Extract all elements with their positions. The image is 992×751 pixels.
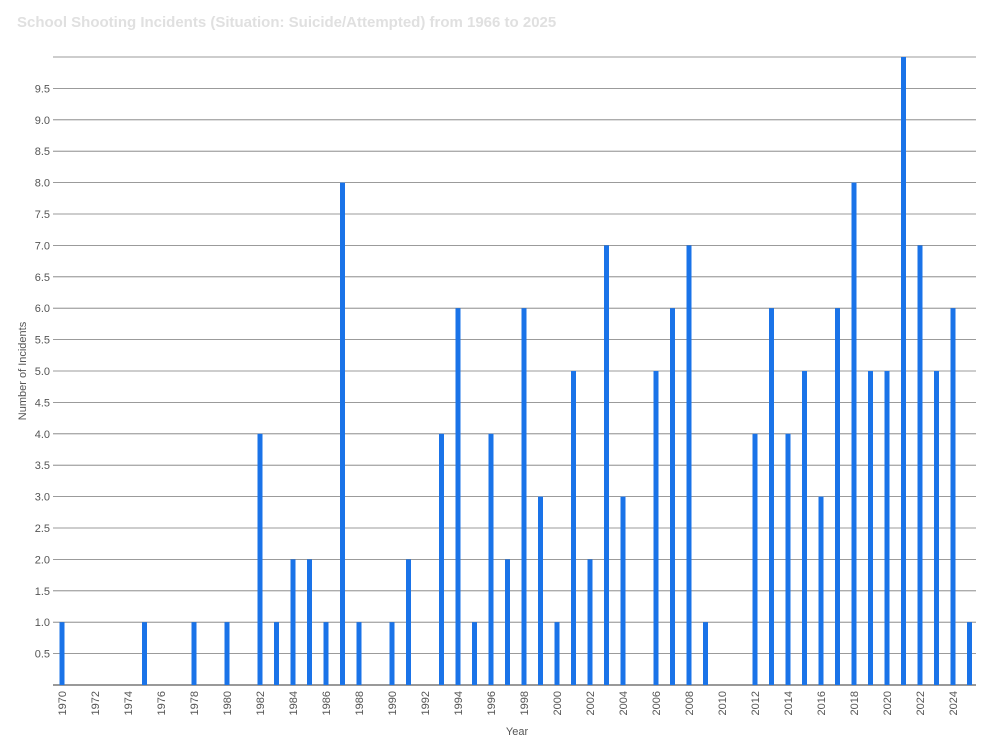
bar-1999 xyxy=(538,496,543,685)
bar-2014 xyxy=(785,433,791,685)
x-axis-ticks: 1970 1972 1974 1976 1978 1980 1982 1984 1986 1988… xyxy=(57,691,960,715)
bar-2020 xyxy=(884,371,890,685)
x-tick-label: 1990 xyxy=(387,691,399,715)
x-tick-label: 2008 xyxy=(684,691,696,715)
y-tick-label: 4.5 xyxy=(35,397,50,409)
bar-1983 xyxy=(274,622,279,685)
y-axis-title: Number of Incidents xyxy=(17,321,29,420)
bar-2001 xyxy=(571,371,576,685)
x-tick-label: 1970 xyxy=(57,691,69,715)
bar-2024 xyxy=(950,308,956,685)
y-axis-ticks: 0.5 1.0 1.5 2.0 2.5 3.0 3.5 4.0 4.5 5.0 5.5 6.0 6.5 7… xyxy=(35,83,50,660)
x-tick-label: 1980 xyxy=(222,691,234,715)
bar-2000 xyxy=(554,622,560,685)
bar-2012 xyxy=(752,433,758,685)
y-tick-label: 6.0 xyxy=(35,303,50,315)
bar-1995 xyxy=(472,622,477,685)
x-tick-label: 1976 xyxy=(156,691,168,715)
bar-1998 xyxy=(521,308,527,685)
y-tick-label: 6.5 xyxy=(35,272,50,284)
bar-1985 xyxy=(307,559,312,685)
bar-2008 xyxy=(686,245,692,685)
bar-2009 xyxy=(703,622,708,685)
bar-2025 xyxy=(967,622,972,685)
bar-2006 xyxy=(653,371,659,685)
bar-2003 xyxy=(604,245,609,685)
x-tick-label: 1982 xyxy=(255,691,267,715)
y-tick-label: 3.5 xyxy=(35,460,50,472)
bar-1993 xyxy=(439,433,444,685)
bar-1991 xyxy=(406,559,411,685)
bar-2021 xyxy=(901,57,906,685)
x-tick-label: 1988 xyxy=(354,691,366,715)
bar-2013 xyxy=(769,308,774,685)
bar-1980 xyxy=(224,622,230,685)
bar-1982 xyxy=(257,433,263,685)
x-tick-label: 2010 xyxy=(717,691,729,715)
bar-2004 xyxy=(620,496,626,685)
bar-1987 xyxy=(340,182,345,685)
x-tick-label: 2020 xyxy=(882,691,894,715)
x-tick-label: 1974 xyxy=(123,691,135,715)
x-tick-label: 2006 xyxy=(651,691,663,715)
bar-2015 xyxy=(802,371,807,685)
x-tick-label: 2014 xyxy=(783,691,795,715)
y-tick-label: 7.0 xyxy=(35,240,50,252)
x-tick-label: 2016 xyxy=(816,691,828,715)
x-tick-label: 1992 xyxy=(420,691,432,715)
x-tick-label: 2024 xyxy=(948,691,960,715)
bar-2016 xyxy=(818,496,824,685)
x-tick-label: 2000 xyxy=(552,691,564,715)
bar-1990 xyxy=(389,622,395,685)
bar-1986 xyxy=(323,622,329,685)
bar-1975 xyxy=(142,622,147,685)
y-tick-label: 9.5 xyxy=(35,83,50,95)
bar-2017 xyxy=(835,308,840,685)
bar-2018 xyxy=(851,182,857,685)
bar-1994 xyxy=(455,308,461,685)
bar-1997 xyxy=(505,559,510,685)
y-tick-label: 5.0 xyxy=(35,366,50,378)
y-tick-label: 4.0 xyxy=(35,429,50,441)
x-tick-label: 2004 xyxy=(618,691,630,715)
chart-title: School Shooting Incidents (Situation: Su… xyxy=(17,14,557,31)
x-tick-label: 1978 xyxy=(189,691,201,715)
y-tick-label: 8.0 xyxy=(35,178,50,190)
x-tick-label: 1984 xyxy=(288,691,300,715)
gridlines xyxy=(53,56,976,686)
x-tick-label: 2002 xyxy=(585,691,597,715)
x-tick-label: 1998 xyxy=(519,691,531,715)
y-tick-label: 0.5 xyxy=(35,649,50,661)
y-tick-label: 2.0 xyxy=(35,554,50,566)
x-tick-label: 1994 xyxy=(453,691,465,715)
x-tick-label: 2012 xyxy=(750,691,762,715)
x-tick-label: 2018 xyxy=(849,691,861,715)
x-axis-title: Year xyxy=(506,726,529,738)
y-tick-label: 5.5 xyxy=(35,335,50,347)
bar-1988 xyxy=(356,622,362,685)
bars xyxy=(59,57,972,685)
x-tick-label: 2022 xyxy=(915,691,927,715)
bar-1996 xyxy=(488,433,494,685)
x-tick-label: 1996 xyxy=(486,691,498,715)
y-tick-label: 7.5 xyxy=(35,209,50,221)
bar-1984 xyxy=(290,559,296,685)
bar-2022 xyxy=(917,245,923,685)
x-tick-label: 1972 xyxy=(90,691,102,715)
y-tick-label: 3.0 xyxy=(35,492,50,504)
y-tick-label: 2.5 xyxy=(35,523,50,535)
y-tick-label: 1.5 xyxy=(35,586,50,598)
bar-1978 xyxy=(191,622,197,685)
bar-2019 xyxy=(868,371,873,685)
x-tick-label: 1986 xyxy=(321,691,333,715)
y-tick-label: 1.0 xyxy=(35,617,50,629)
bar-1970 xyxy=(59,622,65,685)
bar-2002 xyxy=(587,559,593,685)
y-tick-label: 9.0 xyxy=(35,115,50,127)
bar-2023 xyxy=(934,371,939,685)
y-tick-label: 8.5 xyxy=(35,146,50,158)
bar-2007 xyxy=(670,308,675,685)
